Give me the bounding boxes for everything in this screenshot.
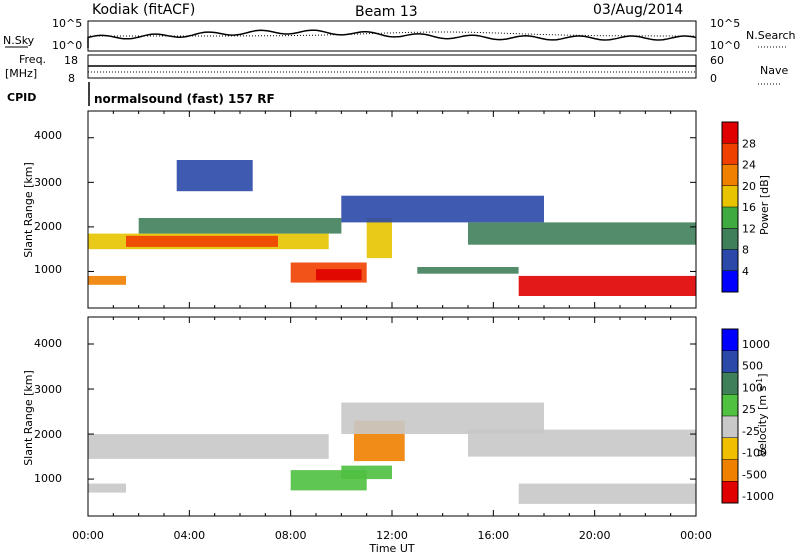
nave-tick-top: 60 [710,54,724,67]
velocity-colorbar-tick-label: 25 [742,403,756,416]
power-colorbar-bin [722,164,738,186]
nsearch-tick-bottom: 10^0 [710,39,740,52]
xtick-label: 20:00 [579,529,611,542]
freq-label: Freq. [19,53,46,66]
power-colorbar-tick-label: 20 [742,180,756,193]
nsky-panel-frame [87,20,697,52]
velocity-colorbar-bin [722,350,738,373]
power-colorbar-bin [722,270,738,292]
velocity-colorbar-tick-label: -100 [742,447,767,460]
cpid-text: normalsound (fast) 157 RF [94,92,275,106]
nsky-trace [87,29,697,48]
date-title: 03/Aug/2014 [593,2,683,18]
velocity-heatmap [88,402,696,504]
nsky-tick-bottom: 10^0 [52,39,82,52]
echo-region-7 [88,483,126,493]
nsky-tick-top: 10^5 [52,17,82,30]
velocity-colorbar-bin [722,416,738,438]
xtick-label: 16:00 [477,529,509,542]
power-colorbar-tick-label: 16 [742,201,756,214]
freq-tick-bottom: 8 [68,72,75,85]
echo-region-4 [341,402,544,434]
power-colorbar-tick-label: 8 [742,244,749,257]
velocity-colorbar-bin [722,394,738,416]
velocity-colorbar-bin [722,481,738,503]
power-colorbar-bin [722,185,738,207]
echo-region-7 [88,275,126,285]
velocity-ytick-1000: 1000 [34,472,62,485]
power-colorbar-tick-label: 24 [742,159,756,172]
echo-region-3 [341,465,392,480]
nsearch-trace [87,31,696,46]
echo-region-5 [417,267,519,274]
echo-region-4 [366,218,392,259]
nave-label: Nave [760,64,788,77]
cpid-label: CPID [7,91,36,104]
xlabel: Time UT [368,542,414,554]
power-colorbar [721,121,739,293]
power-ytick-4000: 4000 [34,129,62,142]
nsky-label: N.Sky [3,34,35,47]
echo-region-10 [468,222,696,245]
velocity-colorbar-tick-label: -500 [742,468,767,481]
xtick-label: 04:00 [173,529,205,542]
power-colorbar-bin [722,249,738,271]
power-ylabel: Slant Range [km] [22,162,35,258]
freq-unit-label: [MHz] [5,67,37,80]
velocity-ytick-4000: 4000 [34,337,62,350]
power-colorbar-tick-label: 12 [742,222,756,235]
velocity-colorbar-tick-label: -1000 [742,490,774,503]
power-colorbar-bin [722,122,738,144]
power-ytick-1000: 1000 [34,263,62,276]
velocity-colorbar-tick-label: -25 [742,425,760,438]
nave-tick-bottom: 0 [710,72,717,85]
velocity-ytick-2000: 2000 [34,428,62,441]
velocity-ytick-3000: 3000 [34,383,62,396]
power-heatmap [88,160,696,296]
power-colorbar-tick-label: 4 [742,265,749,278]
freq-tick-top: 18 [64,54,78,67]
echo-region-1 [126,235,278,247]
echo-region-6 [518,275,696,296]
xtick-label: 08:00 [275,529,307,542]
velocity-colorbar-bin [722,372,738,395]
echo-region-9 [341,195,544,223]
echo-region-11 [176,160,253,192]
nsky-traces [87,29,697,48]
power-ytick-3000: 3000 [34,176,62,189]
nsearch-label: N.Search [746,29,796,42]
velocity-colorbar-label: Velocity [m s-1] [755,373,770,456]
beam-title: Beam 13 [355,4,418,20]
time-axis-labels: 00:00 04:00 08:00 12:00 16:00 20:00 00:00 [72,529,712,542]
power-colorbar-bin [722,228,738,250]
power-colorbar-bin [722,143,738,165]
velocity-colorbar-labels: 1000 500 100 25 -25 -100 -500 -1000 [722,338,774,504]
velocity-colorbar-bin [722,329,738,351]
echo-region-8 [138,218,342,234]
velocity-colorbar-bin [722,437,738,460]
nsearch-tick-top: 10^5 [710,17,740,30]
echo-region-0 [88,434,329,459]
power-colorbar-labels: 4 8 12 16 20 24 28 [722,137,756,278]
power-axis-ticks [87,111,697,308]
velocity-colorbar-bin [722,459,738,482]
velocity-axis-ticks [87,317,697,516]
power-colorbar-label: Power [dB] [758,175,771,235]
velocity-ylabel: Slant Range [km] [22,370,35,466]
power-ytick-2000: 2000 [34,220,62,233]
xtick-label: 00:00 [72,529,104,542]
power-colorbar-tick-label: 28 [742,137,756,150]
velocity-colorbar-tick-label: 1000 [742,338,770,351]
xtick-label: 12:00 [376,529,408,542]
power-colorbar-bin [722,207,738,229]
xtick-label: 00:00 [680,529,712,542]
velocity-colorbar-tick-label: 100 [742,381,763,394]
station-title: Kodiak (fitACF) [92,2,195,18]
echo-region-3 [316,269,362,281]
velocity-colorbar-tick-label: 500 [742,360,763,373]
echo-region-5 [518,483,696,504]
echo-region-6 [468,429,696,457]
